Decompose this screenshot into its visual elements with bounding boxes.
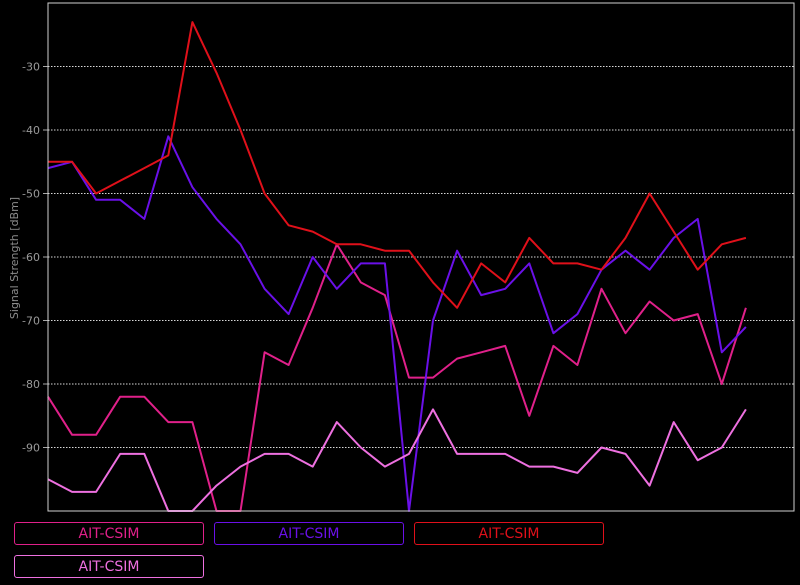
series-line-2 — [47, 135, 747, 512]
grid-lines — [48, 66, 794, 448]
legend-item-series-2[interactable]: AIT-CSIM — [214, 522, 404, 545]
signal-chart: Signal Strength [dBm] -30 -40 -50 -60 -70 -80… — [8, 2, 795, 512]
legend: AIT-CSIM AIT-CSIM AIT-CSIM AIT-CSIM — [14, 522, 614, 580]
plot-frame — [47, 2, 795, 512]
legend-label: AIT-CSIM — [478, 525, 540, 542]
legend-label: AIT-CSIM — [78, 558, 140, 575]
plot-lines — [47, 21, 747, 512]
y-tick-label: -60 — [22, 251, 40, 264]
y-tick-label: -40 — [22, 124, 40, 137]
legend-item-series-4[interactable]: AIT-CSIM — [14, 555, 204, 578]
series-line-3 — [48, 21, 747, 309]
y-axis-label: Signal Strength [dBm] — [8, 197, 21, 319]
y-tick-label: -70 — [22, 315, 40, 328]
y-tick-label: -90 — [22, 442, 40, 455]
legend-item-series-3[interactable]: AIT-CSIM — [414, 522, 604, 545]
y-tick-label: -50 — [22, 188, 40, 201]
y-axis-ticks: -30 -40 -50 -60 -70 -80 -90 — [22, 61, 48, 455]
y-axis-title: Signal Strength [dBm] — [8, 197, 21, 319]
legend-item-series-1[interactable]: AIT-CSIM — [14, 522, 204, 545]
y-tick-label: -30 — [22, 61, 40, 74]
y-tick-label: -80 — [22, 378, 40, 391]
legend-label: AIT-CSIM — [78, 525, 140, 542]
series-line-4 — [47, 408, 747, 512]
series-line-1 — [47, 243, 747, 512]
legend-label: AIT-CSIM — [278, 525, 340, 542]
